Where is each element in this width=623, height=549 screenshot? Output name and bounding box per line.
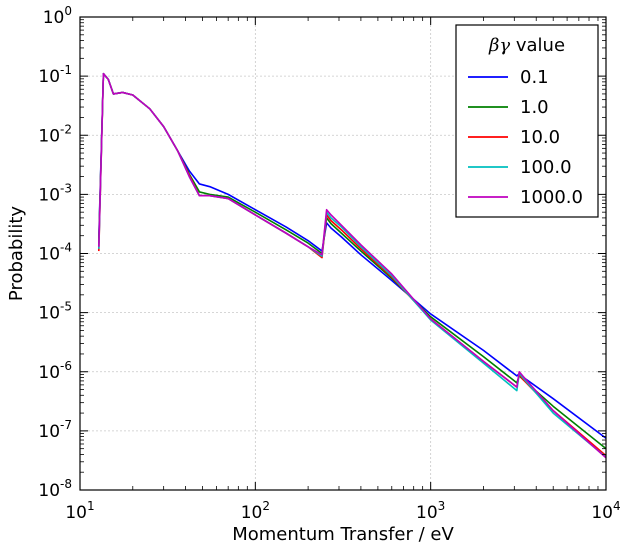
- legend-box: [455, 24, 599, 218]
- x-tick-base: 10: [591, 503, 613, 523]
- x-tick-labels: 101 102 103 104: [65, 499, 620, 523]
- y-tick-label: 10-6: [38, 359, 72, 383]
- y-tick-label: 10-4: [38, 241, 72, 265]
- y-tick-base: 10: [43, 8, 65, 28]
- legend-label: 1000.0: [520, 187, 583, 208]
- y-tick-base: 10: [38, 304, 60, 324]
- y-axis-label: Probability: [6, 206, 27, 301]
- legend-label: 10.0: [520, 127, 560, 148]
- y-tick-base: 10: [38, 422, 60, 442]
- y-tick-label: 100: [43, 4, 72, 28]
- x-tick-exponent: 3: [438, 499, 446, 513]
- x-tick-label: 103: [416, 499, 445, 523]
- y-tick-exponent: -3: [60, 181, 72, 195]
- legend: βγ value 0.1 1.0 10.0 100.0 1000.0: [455, 24, 599, 218]
- x-tick-label: 102: [241, 499, 270, 523]
- legend-label: 100.0: [520, 157, 572, 178]
- legend-label: 0.1: [520, 67, 549, 88]
- x-tick-exponent: 2: [262, 499, 270, 513]
- y-tick-base: 10: [38, 126, 60, 146]
- y-tick-exponent: -7: [60, 418, 72, 432]
- grid-lines: [80, 17, 606, 490]
- y-tick-exponent: -5: [60, 300, 72, 314]
- x-tick-base: 10: [65, 503, 87, 523]
- y-tick-label: 10-3: [38, 181, 72, 205]
- y-tick-exponent: -8: [60, 477, 72, 491]
- legend-title-text: value: [510, 35, 565, 56]
- legend-title: βγ value: [488, 35, 565, 56]
- y-tick-base: 10: [38, 481, 60, 501]
- y-tick-label: 10-2: [38, 122, 72, 146]
- y-tick-exponent: -1: [60, 63, 72, 77]
- x-axis-label: Momentum Transfer / eV: [232, 524, 454, 545]
- x-tick-label: 101: [65, 499, 94, 523]
- x-tick-base: 10: [416, 503, 438, 523]
- x-tick-exponent: 1: [87, 499, 95, 513]
- y-tick-exponent: -6: [60, 359, 72, 373]
- legend-label: 1.0: [520, 97, 549, 118]
- y-tick-base: 10: [38, 67, 60, 87]
- y-tick-base: 10: [38, 185, 60, 205]
- y-tick-base: 10: [38, 245, 60, 265]
- series-line-4: [98, 72, 606, 459]
- legend-title-symbol: βγ: [488, 35, 510, 56]
- y-tick-exponent: 0: [64, 4, 72, 18]
- y-tick-label: 10-7: [38, 418, 72, 442]
- y-tick-label: 10-1: [38, 63, 72, 87]
- axis-ticks: [79, 16, 607, 491]
- y-tick-label: 10-8: [38, 477, 72, 501]
- y-tick-exponent: -2: [60, 122, 72, 136]
- series-lines: [98, 72, 606, 459]
- x-tick-exponent: 4: [613, 499, 621, 513]
- legend-entries: 0.1 1.0 10.0 100.0 1000.0: [468, 67, 583, 208]
- x-tick-base: 10: [241, 503, 263, 523]
- y-tick-label: 10-5: [38, 300, 72, 324]
- y-tick-base: 10: [38, 363, 60, 383]
- x-tick-label: 104: [591, 499, 620, 523]
- y-tick-exponent: -4: [60, 241, 72, 255]
